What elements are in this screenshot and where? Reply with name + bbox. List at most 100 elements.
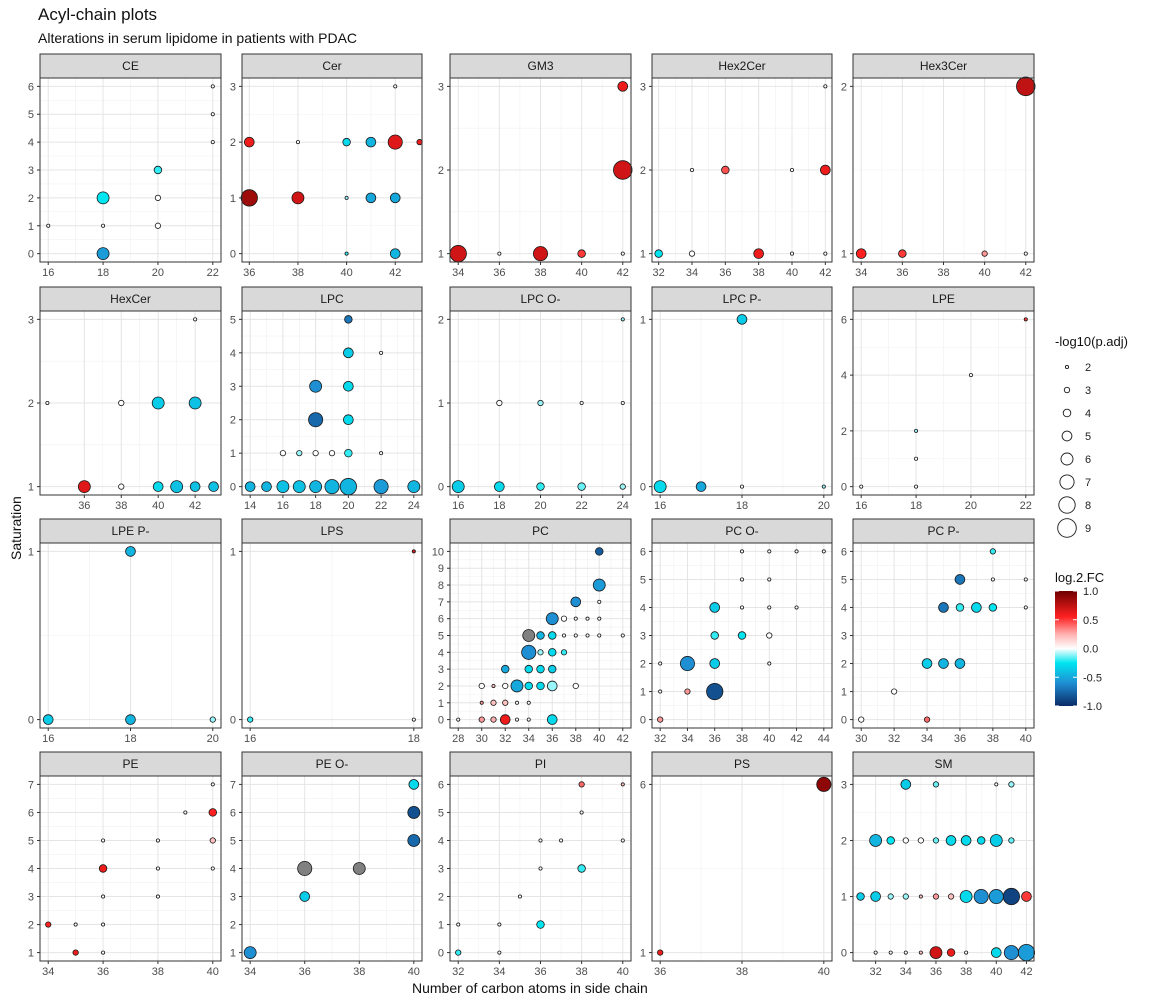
data-point [570,596,582,608]
strip-background [39,286,222,312]
data-point [379,350,384,355]
data-point [959,890,973,903]
panel-border [852,310,1035,496]
panel-hexcer: HexCer 36 38 40 42 1 2 3 [28,286,222,512]
data-point [545,612,559,626]
size-legend-key [1058,496,1076,514]
size-legend-key [1061,430,1073,442]
x-tick-label: 34 [493,966,505,978]
x-tick-label: 42 [1020,267,1032,279]
size-legend-label: 7 [1085,477,1091,489]
data-point [342,137,351,147]
data-point [522,629,536,642]
data-point [244,481,256,492]
y-tick-label: 3 [438,664,444,676]
x-tick-label: 16 [855,500,867,512]
data-point [947,893,955,900]
x-tick-label: 32 [653,267,665,279]
data-point [945,835,957,846]
x-axis-label: Number of carbon atoms in side chain [412,980,648,996]
data-point [73,922,78,927]
data-point [46,223,51,228]
panel-lpc-p: LPC P- 16 18 20 0 1 [640,286,833,512]
data-point [573,633,578,638]
data-point [243,946,257,959]
data-point [767,549,772,554]
strip-background [39,53,222,79]
data-point [994,782,999,787]
data-point [209,837,216,844]
y-tick-label: 2 [230,137,236,149]
data-point [324,479,340,495]
data-point [118,399,125,407]
data-point [900,779,912,790]
data-point [917,837,924,844]
data-point [524,681,533,691]
data-point [125,714,136,725]
data-point [721,165,730,175]
x-tick-label: 44 [818,733,830,745]
x-tick-label: 30 [476,733,488,745]
data-point [710,631,719,640]
y-tick-label: 10 [432,546,444,558]
x-tick-label: 22 [207,267,219,279]
data-point [299,891,311,902]
data-point [296,450,303,457]
data-point [343,380,354,392]
x-tick-label: 42 [617,267,629,279]
strip-background [651,751,833,777]
y-tick-label: 1 [841,249,847,261]
data-point [617,81,629,92]
y-tick-label: 1 [28,948,34,960]
data-point [497,950,502,955]
y-tick-label: 5 [438,807,444,819]
data-point [767,661,772,666]
data-point [964,950,969,955]
y-tick-label: 6 [230,807,236,819]
strip-background [449,518,632,544]
x-tick-label: 36 [243,267,255,279]
x-tick-label: 40 [152,500,164,512]
data-point [389,192,401,204]
x-tick-label: 36 [954,733,966,745]
x-tick-label: 22 [576,500,588,512]
strip-background [241,53,423,79]
y-tick-label: 4 [841,370,847,382]
data-point [536,920,545,929]
strip-label: PE O- [316,757,349,771]
x-tick-label: 38 [115,500,127,512]
y-tick-label: 2 [28,193,34,205]
panel-border [449,310,632,496]
data-point [613,160,633,180]
data-point [1008,837,1015,844]
x-tick-label: 38 [570,733,582,745]
x-tick-label: 36 [78,500,90,512]
data-point [821,549,826,554]
y-tick-label: 5 [28,835,34,847]
data-point [261,481,272,492]
x-tick-label: 40 [1020,733,1032,745]
data-point [407,806,421,819]
data-point [407,480,421,494]
data-point [740,605,745,610]
data-point [521,644,537,660]
strip-background [449,53,632,79]
y-tick-label: 6 [841,546,847,558]
data-point [45,400,50,405]
data-point [491,683,496,688]
data-point [794,605,799,610]
data-point [577,482,586,491]
data-point [1016,76,1036,97]
y-tick-label: 0 [640,715,646,727]
data-point [494,481,505,492]
data-point [585,616,590,621]
data-point [312,450,319,457]
y-tick-label: 5 [230,835,236,847]
data-point [210,140,215,145]
size-legend-key [1057,518,1077,538]
data-point [292,480,306,494]
data-point [125,546,136,557]
x-tick-label: 34 [921,733,933,745]
